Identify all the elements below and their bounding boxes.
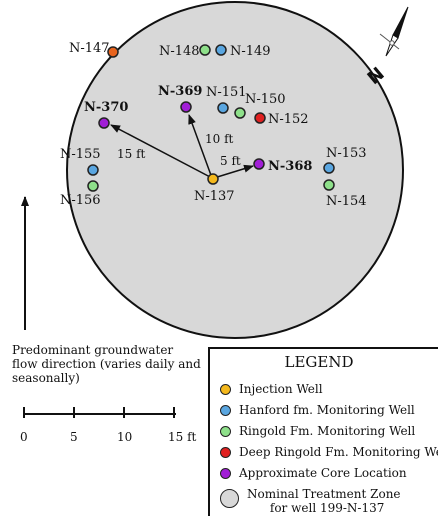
- well-marker-n152: [254, 112, 266, 124]
- well-label-n150: N-150: [245, 92, 286, 107]
- injection-well-icon: [220, 384, 231, 395]
- well-label-n148: N-148: [159, 44, 200, 59]
- well-marker-n369: [180, 101, 192, 113]
- legend-label: Injection Well: [239, 382, 323, 396]
- legend-item-injection: Injection Well: [220, 382, 323, 396]
- well-label-n370: N-370: [84, 100, 128, 115]
- well-marker-n156: [87, 180, 99, 192]
- legend-label: Approximate Core Location: [239, 466, 407, 480]
- well-marker-n154: [323, 179, 335, 191]
- legend-item-deep-ringold: Deep Ringold Fm. Monitoring Well: [220, 445, 438, 459]
- scale-tick-0: 0: [20, 430, 28, 444]
- well-marker-n147: [107, 46, 119, 58]
- legend-label: Nominal Treatment Zone for well 199-N-13…: [247, 487, 401, 515]
- distance-arrow-n370: [110, 124, 213, 179]
- well-marker-n370: [98, 117, 110, 129]
- distance-label-15: 15 ft: [117, 147, 146, 161]
- well-label-n149: N-149: [230, 44, 271, 59]
- legend-item-core: Approximate Core Location: [220, 466, 407, 480]
- distance-arrow-n369: [188, 114, 213, 179]
- scale-bar: [23, 407, 176, 418]
- well-label-n369: N-369: [158, 84, 202, 99]
- well-label-n151: N-151: [206, 85, 247, 100]
- well-label-n154: N-154: [326, 194, 367, 209]
- treatment-zone-icon: [220, 489, 239, 508]
- legend-label: Hanford fm. Monitoring Well: [239, 403, 415, 417]
- well-marker-n153: [323, 162, 335, 174]
- well-label-n156: N-156: [60, 193, 101, 208]
- well-marker-n151: [217, 102, 229, 114]
- distance-label-5: 5 ft: [220, 154, 241, 168]
- core-location-icon: [220, 468, 231, 479]
- hanford-well-icon: [220, 405, 231, 416]
- well-label-n147: N-147: [69, 41, 110, 56]
- distance-label-10: 10 ft: [205, 132, 234, 146]
- well-marker-n149: [215, 44, 227, 56]
- legend-item-zone: Nominal Treatment Zone for well 199-N-13…: [220, 487, 401, 515]
- scale-tick-15: 15 ft: [168, 430, 197, 444]
- distance-arrow-n368: [213, 164, 254, 179]
- legend-label: Ringold Fm. Monitoring Well: [239, 424, 416, 438]
- scale-tick-10: 10: [117, 430, 132, 444]
- deep-ringold-well-icon: [220, 447, 231, 458]
- well-marker-n148: [199, 44, 211, 56]
- flow-direction-note: Predominant groundwater flow direction (…: [12, 343, 201, 385]
- well-marker-n155: [87, 164, 99, 176]
- well-label-n153: N-153: [326, 146, 367, 161]
- well-marker-n368: [253, 158, 265, 170]
- legend-title: LEGEND: [284, 353, 354, 371]
- ringold-well-icon: [220, 426, 231, 437]
- legend-item-hanford: Hanford fm. Monitoring Well: [220, 403, 415, 417]
- well-label-n152: N-152: [268, 112, 309, 127]
- well-marker-n150: [234, 107, 246, 119]
- treatment-zone: [66, 1, 404, 339]
- well-label-n137: N-137: [194, 189, 235, 204]
- scale-tick-5: 5: [70, 430, 78, 444]
- well-marker-n137: [207, 173, 219, 185]
- legend-item-ringold: Ringold Fm. Monitoring Well: [220, 424, 415, 438]
- well-label-n155: N-155: [60, 147, 101, 162]
- north-arrow-icon: N: [364, 6, 409, 89]
- legend-box: LEGEND Injection Well Hanford fm. Monito…: [208, 347, 438, 516]
- well-label-n368: N-368: [268, 159, 312, 174]
- legend-label: Deep Ringold Fm. Monitoring Well: [239, 445, 438, 459]
